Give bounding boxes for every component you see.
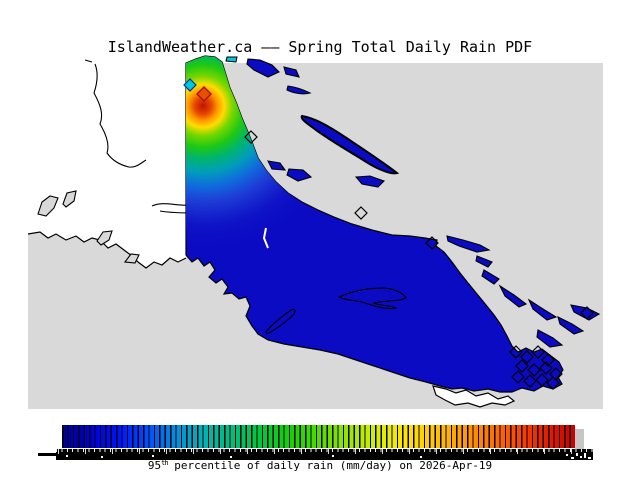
axis-left-dash xyxy=(38,453,57,456)
colorbar-axis xyxy=(56,449,595,460)
caption-percentile-suffix: th xyxy=(161,459,169,467)
colorbar xyxy=(62,425,575,448)
southwest-coastline xyxy=(27,231,187,269)
island-tip-outside-domain xyxy=(432,385,516,408)
caption-percentile: 95 xyxy=(147,459,162,472)
colorbar-shadow xyxy=(575,429,584,453)
outlined-islets xyxy=(37,190,140,264)
cyan-islet xyxy=(225,56,238,63)
station-markers xyxy=(244,130,594,390)
plot-title: IslandWeather.ca —— Spring Total Daily R… xyxy=(107,38,533,56)
ocean-region xyxy=(28,63,186,268)
secondary-peak-marker xyxy=(183,78,197,92)
axis-tick-comb-major xyxy=(58,449,595,454)
caption-text: percentile of daily rain (mm/day) on 202… xyxy=(167,459,493,472)
strait-islands xyxy=(246,58,601,348)
caption: 95th percentile of daily rain (mm/day) o… xyxy=(0,459,640,472)
peak-station-marker xyxy=(196,86,212,102)
lake-outlines xyxy=(262,227,407,335)
